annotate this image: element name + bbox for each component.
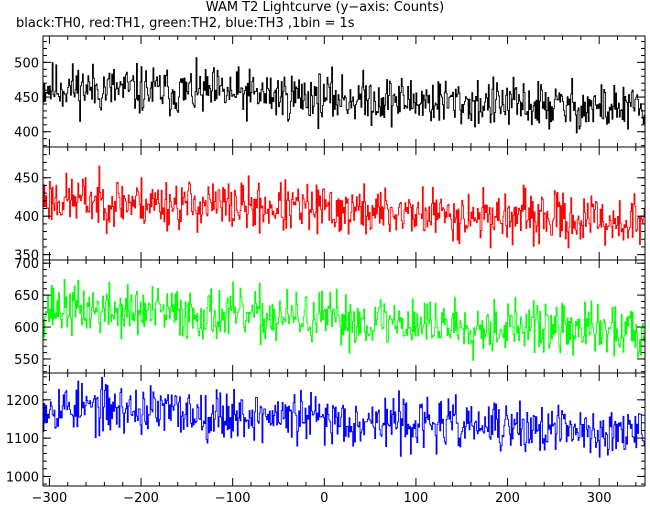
y-tick-label: 450 <box>14 91 39 106</box>
x-tick-label: −200 <box>123 491 159 505</box>
panel-frame <box>42 35 646 148</box>
y-tick-label: 400 <box>14 210 39 225</box>
x-tick-label: 0 <box>320 491 328 505</box>
y-tick-label: 450 <box>14 172 39 187</box>
panel-th1: 350 400 450 <box>14 146 646 264</box>
y-tick-label: 1100 <box>6 432 39 447</box>
y-tick-label: 400 <box>14 126 39 141</box>
y-tick-label: 350 <box>14 249 39 264</box>
y-tick-label: 1200 <box>6 394 39 409</box>
x-tick-label: 100 <box>404 491 429 505</box>
y-tick-label: 600 <box>14 321 39 336</box>
x-tick-label: −300 <box>32 491 68 505</box>
series-line-th1 <box>43 165 645 249</box>
chart-title: WAM T2 Lightcurve (y−axis: Counts) <box>205 0 445 15</box>
y-tick-label: 650 <box>14 289 39 304</box>
y-tick-label: 500 <box>14 56 39 71</box>
x-tick-label: 300 <box>587 491 612 505</box>
y-tick-label: 1000 <box>6 470 39 485</box>
y-tick-label: 550 <box>14 353 39 368</box>
chart-subtitle: black:TH0, red:TH1, green:TH2, blue:TH3 … <box>16 16 355 31</box>
y-tick-label: 700 <box>14 257 39 272</box>
panel-frame <box>42 372 646 487</box>
panel-th0: 400 450 500 <box>14 35 646 148</box>
panel-th3: 1000 1100 1200 <box>6 372 646 487</box>
series-line-th2 <box>43 279 645 361</box>
panel-th2: 550 600 650 700 <box>14 257 646 374</box>
x-tick-label: −100 <box>215 491 251 505</box>
x-tick-label: 200 <box>495 491 520 505</box>
series-line-th3 <box>43 376 645 458</box>
series-line-th0 <box>43 57 645 134</box>
